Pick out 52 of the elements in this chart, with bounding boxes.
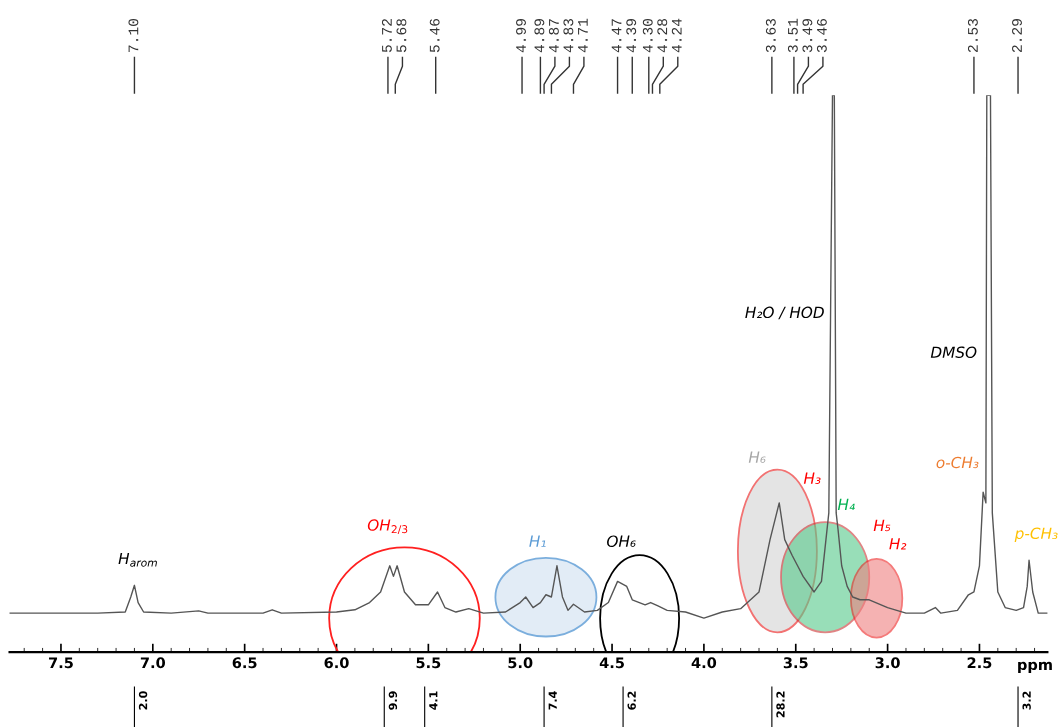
annotation: 4.87	[548, 19, 559, 53]
x-tick-label: 4.5	[599, 657, 624, 669]
annotation: 4.71	[578, 18, 588, 53]
annotation: H₄	[837, 498, 855, 511]
text: 2.0	[138, 691, 148, 710]
annotation: 4.99	[516, 19, 526, 53]
text: 9.9	[388, 691, 398, 710]
x-tick-label: 4.0	[691, 657, 717, 669]
annotation: 3.51	[787, 18, 798, 53]
annotation: 5.72	[381, 19, 392, 53]
text: 3.2	[1022, 691, 1031, 710]
annotation: OH₆	[607, 535, 636, 547]
x-tick-label: 7.0	[140, 657, 166, 669]
annotation: p-CH₃	[1014, 527, 1058, 543]
annotation: H₂	[889, 538, 907, 550]
text: 6.2	[627, 691, 636, 710]
annotation: 7.10	[128, 18, 139, 52]
text: 28.2	[776, 691, 785, 718]
annotation: 2.29	[1012, 19, 1022, 53]
annotation: 5.68	[396, 19, 407, 53]
x-axis-title: ppm	[1018, 661, 1052, 673]
annotation: 4.30	[642, 18, 653, 53]
annotation: 4.83	[563, 18, 574, 53]
x-tick-label: 6.0	[324, 657, 349, 669]
annotation: 4.39	[626, 19, 637, 53]
annotation: 4.24	[671, 18, 682, 53]
x-tick-label: 2.5	[967, 657, 992, 669]
text: 7.4	[548, 691, 557, 710]
x-tick-label: 3.5	[783, 657, 808, 669]
annotation: 4.28	[657, 19, 668, 53]
annotation: o-CH₃	[936, 456, 979, 469]
x-tick-label: 7.5	[49, 657, 73, 669]
annotation: H₆	[748, 451, 766, 463]
annotation: DMSO	[930, 346, 977, 359]
annotation: 3.46	[816, 19, 827, 53]
annotation: 2.53	[967, 18, 978, 53]
annotation: 5.46	[429, 19, 440, 53]
x-tick-label: 5.5	[416, 657, 441, 669]
annotation: 4.89	[534, 19, 545, 53]
annotation: 3.63	[765, 18, 776, 53]
x-tick-label: 3.0	[875, 657, 900, 669]
annotation: OH$_{2/3}$	[367, 519, 408, 535]
annotation: 4.47	[611, 19, 622, 53]
text: 4.1	[429, 691, 438, 710]
annotation: 3.49	[802, 19, 813, 53]
x-tick-label: 6.5	[232, 657, 257, 669]
annotation: H₅	[873, 519, 891, 532]
annotation: H$_{arom}$	[118, 552, 157, 567]
x-tick-label: 5.0	[508, 657, 533, 669]
annotation: H₁	[529, 535, 546, 547]
annotation: H₃	[803, 472, 821, 484]
annotation: H₂O / HOD	[745, 306, 824, 320]
